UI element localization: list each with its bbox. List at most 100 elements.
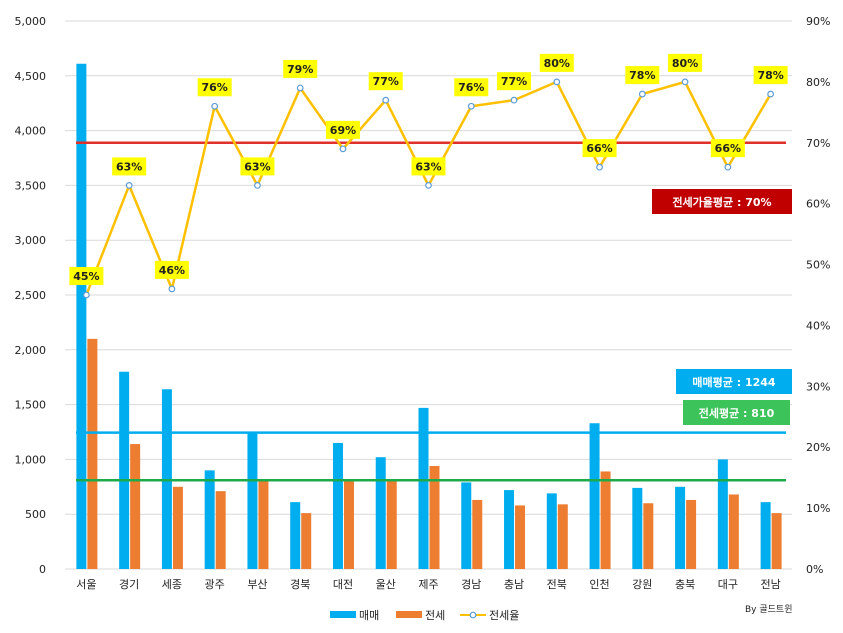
- left-tick-label: 5,000: [15, 15, 47, 28]
- left-tick-label: 2,500: [15, 289, 47, 302]
- category-label: 강원: [632, 578, 652, 591]
- rate-data-label: 63%: [240, 157, 275, 176]
- rate-label-box: [668, 53, 703, 72]
- bar-series: [76, 63, 782, 570]
- right-tick-label: 60%: [806, 198, 830, 211]
- bar-전세-광주: [215, 491, 226, 569]
- rate-label-box: [454, 78, 489, 97]
- rate-marker-전남: [767, 90, 775, 98]
- bar-전세-강원: [643, 503, 654, 569]
- reference-label-매매평균: 매매평균 : 1244: [676, 369, 792, 394]
- bar-매매-경남: [461, 482, 472, 569]
- rate-marker-경남: [467, 102, 475, 110]
- rate-data-label: 78%: [753, 66, 788, 85]
- category-label: 서울: [76, 578, 96, 591]
- rate-label-box: [240, 157, 275, 176]
- legend-item-전세: 전세: [396, 609, 445, 622]
- bar-매매-부산: [247, 433, 258, 569]
- rate-data-label: 66%: [582, 139, 617, 158]
- rate-label-box: [582, 139, 617, 158]
- rate-marker-인천: [596, 163, 603, 171]
- rate-label-box: [497, 72, 532, 91]
- rate-marker-경북: [296, 84, 304, 92]
- category-label: 인천: [589, 577, 609, 591]
- rate-data-label: 46%: [154, 260, 189, 279]
- reference-label-text: 전세평균 : 810: [699, 406, 775, 420]
- bar-매매-인천: [589, 423, 600, 569]
- rate-data-label: 77%: [497, 72, 532, 91]
- rate-label-box: [753, 66, 788, 85]
- right-tick-label: 40%: [806, 319, 830, 332]
- left-tick-label: 4,000: [15, 125, 47, 138]
- rate-label-text: 66%: [586, 142, 612, 155]
- rate-label-text: 45%: [73, 270, 99, 283]
- bar-매매-대구: [717, 459, 728, 569]
- rate-data-label: 45%: [69, 267, 104, 285]
- bar-매매-전남: [760, 502, 771, 569]
- category-label: 충북: [675, 578, 695, 591]
- bar-매매-충남: [504, 490, 515, 569]
- rate-label-text: 77%: [501, 75, 527, 88]
- rate-label-text: 69%: [330, 124, 356, 137]
- rate-marker-충북: [681, 78, 689, 86]
- rate-marker-광주: [211, 102, 219, 110]
- rate-label-box: [710, 139, 745, 158]
- rate-marker-울산: [382, 96, 390, 104]
- category-label: 세종: [162, 578, 182, 591]
- rate-label-box: [154, 260, 189, 279]
- bar-전세-전남: [771, 513, 782, 569]
- rate-label-box: [368, 72, 403, 91]
- left-tick-label: 1,000: [15, 453, 47, 466]
- rate-data-label: 80%: [539, 53, 574, 72]
- left-tick-label: 500: [25, 508, 46, 521]
- rate-marker-세종: [168, 285, 176, 293]
- right-tick-label: 90%: [806, 15, 830, 28]
- rate-label-text: 66%: [715, 142, 741, 155]
- category-label: 경북: [290, 578, 310, 591]
- legend-item-전세율: 전세율: [460, 609, 519, 622]
- left-tick-label: 1,500: [15, 399, 47, 412]
- rate-label-text: 78%: [629, 69, 655, 82]
- category-label: 울산: [376, 578, 396, 591]
- rate-marker-강원: [638, 90, 646, 98]
- bar-매매-광주: [204, 470, 215, 569]
- bar-전세-충북: [686, 499, 697, 569]
- bar-전세-경북: [301, 513, 312, 569]
- rate-data-label: 66%: [710, 139, 745, 158]
- reference-label-전세평균: 전세평균 : 810: [683, 400, 790, 425]
- rate-label-box: [325, 120, 360, 139]
- rate-label-text: 80%: [672, 57, 698, 70]
- rate-label-text: 79%: [287, 63, 313, 76]
- category-label: 대구: [718, 578, 738, 591]
- bar-전세-충남: [515, 505, 526, 569]
- rate-data-label: 80%: [668, 53, 703, 72]
- bar-매매-대전: [332, 442, 343, 569]
- gridlines: [65, 20, 792, 570]
- bar-전세-세종: [172, 486, 183, 569]
- reference-label-text: 매매평균 : 1244: [692, 375, 775, 389]
- bar-매매-경기: [119, 371, 130, 569]
- reference-label-text: 전세가율평균 : 70%: [672, 195, 771, 209]
- legend: 매매 전세 전세율: [330, 609, 519, 622]
- bar-전세-전북: [557, 504, 568, 569]
- rate-data-label: 69%: [325, 120, 360, 139]
- reference-label-box: [652, 189, 792, 214]
- rate-line-series: 45% 63% 46% 76% 63% 79% 69% 77% 63% 76% 77% 80% 66% 7…: [69, 53, 788, 299]
- rate-marker-제주: [425, 181, 432, 189]
- legend-label: 전세율: [489, 609, 519, 622]
- right-axis: 0% 10% 20% 30% 40% 50% 60% 70% 80% 90%: [806, 15, 830, 576]
- rate-data-label: 76%: [454, 78, 489, 97]
- category-label: 전남: [760, 578, 780, 591]
- bar-매매-울산: [375, 457, 386, 569]
- right-tick-label: 50%: [806, 259, 830, 272]
- rate-label-box: [112, 157, 147, 176]
- category-label: 전북: [547, 578, 567, 591]
- rate-label-text: 63%: [116, 160, 142, 173]
- rate-label-text: 76%: [202, 81, 228, 94]
- bar-전세-부산: [258, 480, 269, 569]
- legend-item-매매: 매매: [330, 609, 379, 622]
- bar-매매-전북: [546, 493, 557, 569]
- category-label: 대전: [333, 578, 353, 591]
- reference-label-전세가율평균: 전세가율평균 : 70%: [652, 189, 792, 214]
